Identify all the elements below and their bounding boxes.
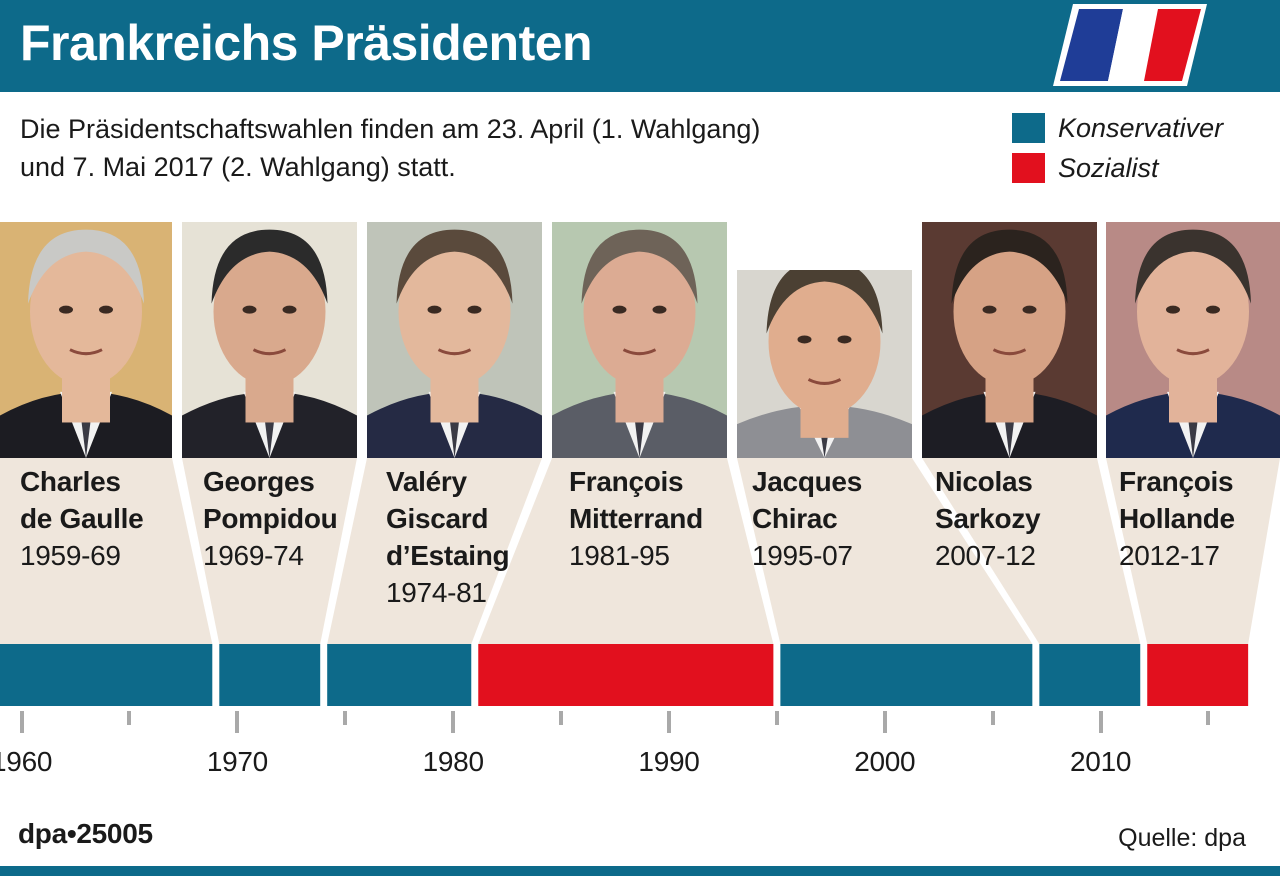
legend: Konservativer Sozialist <box>1012 109 1272 189</box>
connector-jacques-chirac <box>737 458 1033 644</box>
president-label-charles-de-gaulle: Charles de Gaulle 1959-69 <box>20 463 144 574</box>
portrait-francois-mitterrand <box>552 222 727 458</box>
president-label-jacques-chirac: Jacques Chirac 1995-07 <box>752 463 862 574</box>
president-name: François Hollande <box>1119 466 1235 534</box>
axis-label-2010: 2010 <box>1070 746 1132 777</box>
president-label-francois-hollande: François Hollande 2012-17 <box>1119 463 1235 574</box>
connector-valery-giscard-d-estaing <box>327 458 542 644</box>
axis-tick <box>559 711 564 725</box>
president-term: 1981-95 <box>569 540 670 571</box>
legend-item-konservativer: Konservativer <box>1012 109 1272 149</box>
president-term: 1995-07 <box>752 540 853 571</box>
president-label-francois-mitterrand: François Mitterrand 1981-95 <box>569 463 703 574</box>
connector-francois-hollande <box>1106 458 1280 644</box>
source-credit: Quelle: dpa <box>1118 824 1246 852</box>
term-bar-valery-giscard-d-estaing <box>327 644 472 706</box>
term-bar-jacques-chirac <box>780 644 1033 706</box>
axis-tick <box>127 711 132 725</box>
portrait-georges-pompidou <box>182 222 357 458</box>
legend-swatch-konservativer <box>1012 113 1045 143</box>
axis-tick <box>1206 711 1211 725</box>
president-name: Nicolas Sarkozy <box>935 466 1041 534</box>
term-bars <box>0 644 1249 706</box>
term-bar-francois-hollande <box>1147 644 1249 706</box>
axis-tick <box>235 711 240 733</box>
term-bar-francois-mitterrand <box>478 644 774 706</box>
axis-label-2000: 2000 <box>854 746 916 777</box>
connector-francois-mitterrand <box>478 458 774 644</box>
dpa-graphic-id: dpa•25005 <box>18 818 153 849</box>
president-term: 1969-74 <box>203 540 304 571</box>
president-name: Georges Pompidou <box>203 466 338 534</box>
president-label-valery-giscard-d-estaing: Valéry Giscard d’Estaing 1974-81 <box>386 463 510 611</box>
legend-label-konservativer: Konservativer <box>1058 113 1224 143</box>
president-name: Valéry Giscard d’Estaing <box>386 466 510 571</box>
connector-georges-pompidou <box>182 458 357 644</box>
axis-tick <box>1098 711 1103 733</box>
axis-label-1990: 1990 <box>638 746 700 777</box>
president-name: Jacques Chirac <box>752 466 862 534</box>
axis-label-1970: 1970 <box>206 746 268 777</box>
president-term: 1959-69 <box>20 540 121 571</box>
axis-label-1980: 1980 <box>422 746 484 777</box>
president-label-nicolas-sarkozy: Nicolas Sarkozy 2007-12 <box>935 463 1041 574</box>
portrait-valery-giscard-d-estaing <box>367 222 542 458</box>
term-bar-nicolas-sarkozy <box>1039 644 1141 706</box>
term-bar-charles-de-gaulle <box>0 644 213 706</box>
header-bar: Frankreichs Präsidenten <box>0 0 1280 92</box>
axis-tick <box>343 711 348 725</box>
president-term: 1974-81 <box>386 577 487 608</box>
subtitle: Die Präsidentschaftswahlen finden am 23.… <box>20 114 761 182</box>
axis-tick <box>990 711 995 725</box>
axis-tick <box>451 711 456 733</box>
connector-charles-de-gaulle <box>0 458 213 644</box>
portrait-charles-de-gaulle <box>0 222 172 458</box>
legend-swatch-sozialist <box>1012 153 1045 183</box>
axis-tick <box>666 711 671 733</box>
portrait-nicolas-sarkozy <box>922 222 1097 458</box>
legend-item-sozialist: Sozialist <box>1012 149 1272 189</box>
axis-tick <box>774 711 779 725</box>
axis-tick <box>19 711 24 733</box>
president-term: 2012-17 <box>1119 540 1220 571</box>
legend-label-sozialist: Sozialist <box>1058 153 1159 183</box>
portrait-jacques-chirac <box>737 270 912 458</box>
term-bar-georges-pompidou <box>219 644 321 706</box>
bottom-rule <box>0 866 1280 876</box>
connector-nicolas-sarkozy <box>922 458 1141 644</box>
axis-label-1960: 1960 <box>0 746 53 777</box>
portrait-francois-hollande <box>1106 222 1280 458</box>
president-term: 2007-12 <box>935 540 1036 571</box>
president-name: François Mitterrand <box>569 466 703 534</box>
president-name: Charles de Gaulle <box>20 466 144 534</box>
axis-tick <box>882 711 887 733</box>
page-title: Frankreichs Präsidenten <box>20 15 593 71</box>
french-flag-icon <box>1053 4 1207 86</box>
president-label-georges-pompidou: Georges Pompidou 1969-74 <box>203 463 338 574</box>
